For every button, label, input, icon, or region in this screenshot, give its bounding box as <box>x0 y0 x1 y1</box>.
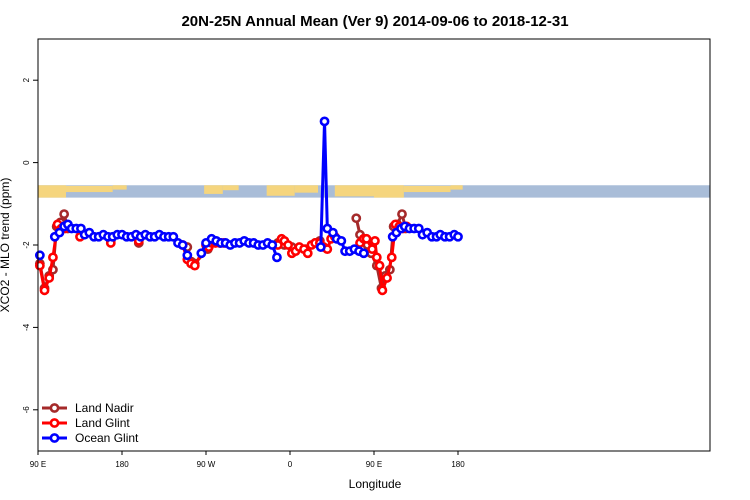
data-point <box>302 248 313 259</box>
data-point <box>34 250 45 261</box>
y-tick-label: 0 <box>22 160 31 165</box>
data-point <box>44 273 55 283</box>
legend-marker <box>49 433 60 443</box>
x-axis: 90 E 180 90 W 0 90 E 180 <box>30 451 465 469</box>
x-tick-label: 90 E <box>30 460 46 469</box>
data-point <box>283 240 294 250</box>
y-tick-label: -2 <box>22 241 31 249</box>
data-point <box>59 209 70 219</box>
legend-marker <box>49 418 60 428</box>
data-point <box>351 213 362 224</box>
map-land <box>204 185 223 194</box>
chart-title: 20N-25N Annual Mean (Ver 9) 2014-09-06 t… <box>181 13 568 30</box>
data-point <box>370 235 380 246</box>
world-map-strip <box>38 185 710 198</box>
data-point <box>336 235 347 246</box>
series-line-segment <box>323 121 329 229</box>
data-point <box>182 250 193 261</box>
data-point <box>358 248 369 259</box>
x-axis-label: Longitude <box>349 477 402 491</box>
data-point <box>48 252 58 263</box>
data-point <box>453 231 463 242</box>
data-point <box>397 209 407 219</box>
map-land <box>222 185 239 191</box>
x-tick-label: 90 E <box>366 460 382 469</box>
data-point <box>54 227 65 238</box>
data-point <box>177 240 188 250</box>
data-point <box>315 242 326 252</box>
data-point <box>189 260 200 271</box>
data-point <box>196 248 207 259</box>
data-point <box>371 252 382 263</box>
data-point <box>367 244 378 255</box>
legend-marker <box>49 403 60 413</box>
legend-label: Land Glint <box>75 416 130 430</box>
legend-label: Ocean Glint <box>75 431 139 445</box>
map-land <box>66 185 113 193</box>
legend-label: Land Nadir <box>75 401 134 415</box>
y-tick-label: 2 <box>22 77 31 82</box>
y-axis-label: XCO2 - MLO trend (ppm) <box>0 178 12 313</box>
data-point <box>386 252 397 263</box>
map-land <box>38 185 66 198</box>
data-point <box>168 231 179 242</box>
data-point <box>382 273 392 283</box>
series-layer <box>34 116 463 296</box>
data-point <box>374 260 385 271</box>
series-3 <box>34 116 463 263</box>
data-point <box>361 233 372 244</box>
data-point <box>377 285 388 296</box>
x-tick-label: 180 <box>115 460 129 469</box>
map-land <box>334 185 374 197</box>
y-axis: -6 -4 -2 0 2 <box>22 77 38 413</box>
map-land <box>450 185 463 190</box>
map-land <box>266 185 295 196</box>
y-tick-label: -4 <box>22 323 31 331</box>
data-point <box>34 260 45 271</box>
data-point <box>319 116 330 127</box>
data-point <box>267 240 278 250</box>
y-tick-label: -6 <box>22 406 31 414</box>
map-land <box>294 185 318 193</box>
x-tick-label: 180 <box>451 460 465 469</box>
data-point <box>39 285 50 296</box>
x-tick-label: 90 W <box>197 460 216 469</box>
map-land <box>374 185 404 198</box>
map-land <box>403 185 451 193</box>
map-land <box>112 185 127 190</box>
data-point <box>272 252 282 263</box>
x-tick-label: 0 <box>288 460 293 469</box>
